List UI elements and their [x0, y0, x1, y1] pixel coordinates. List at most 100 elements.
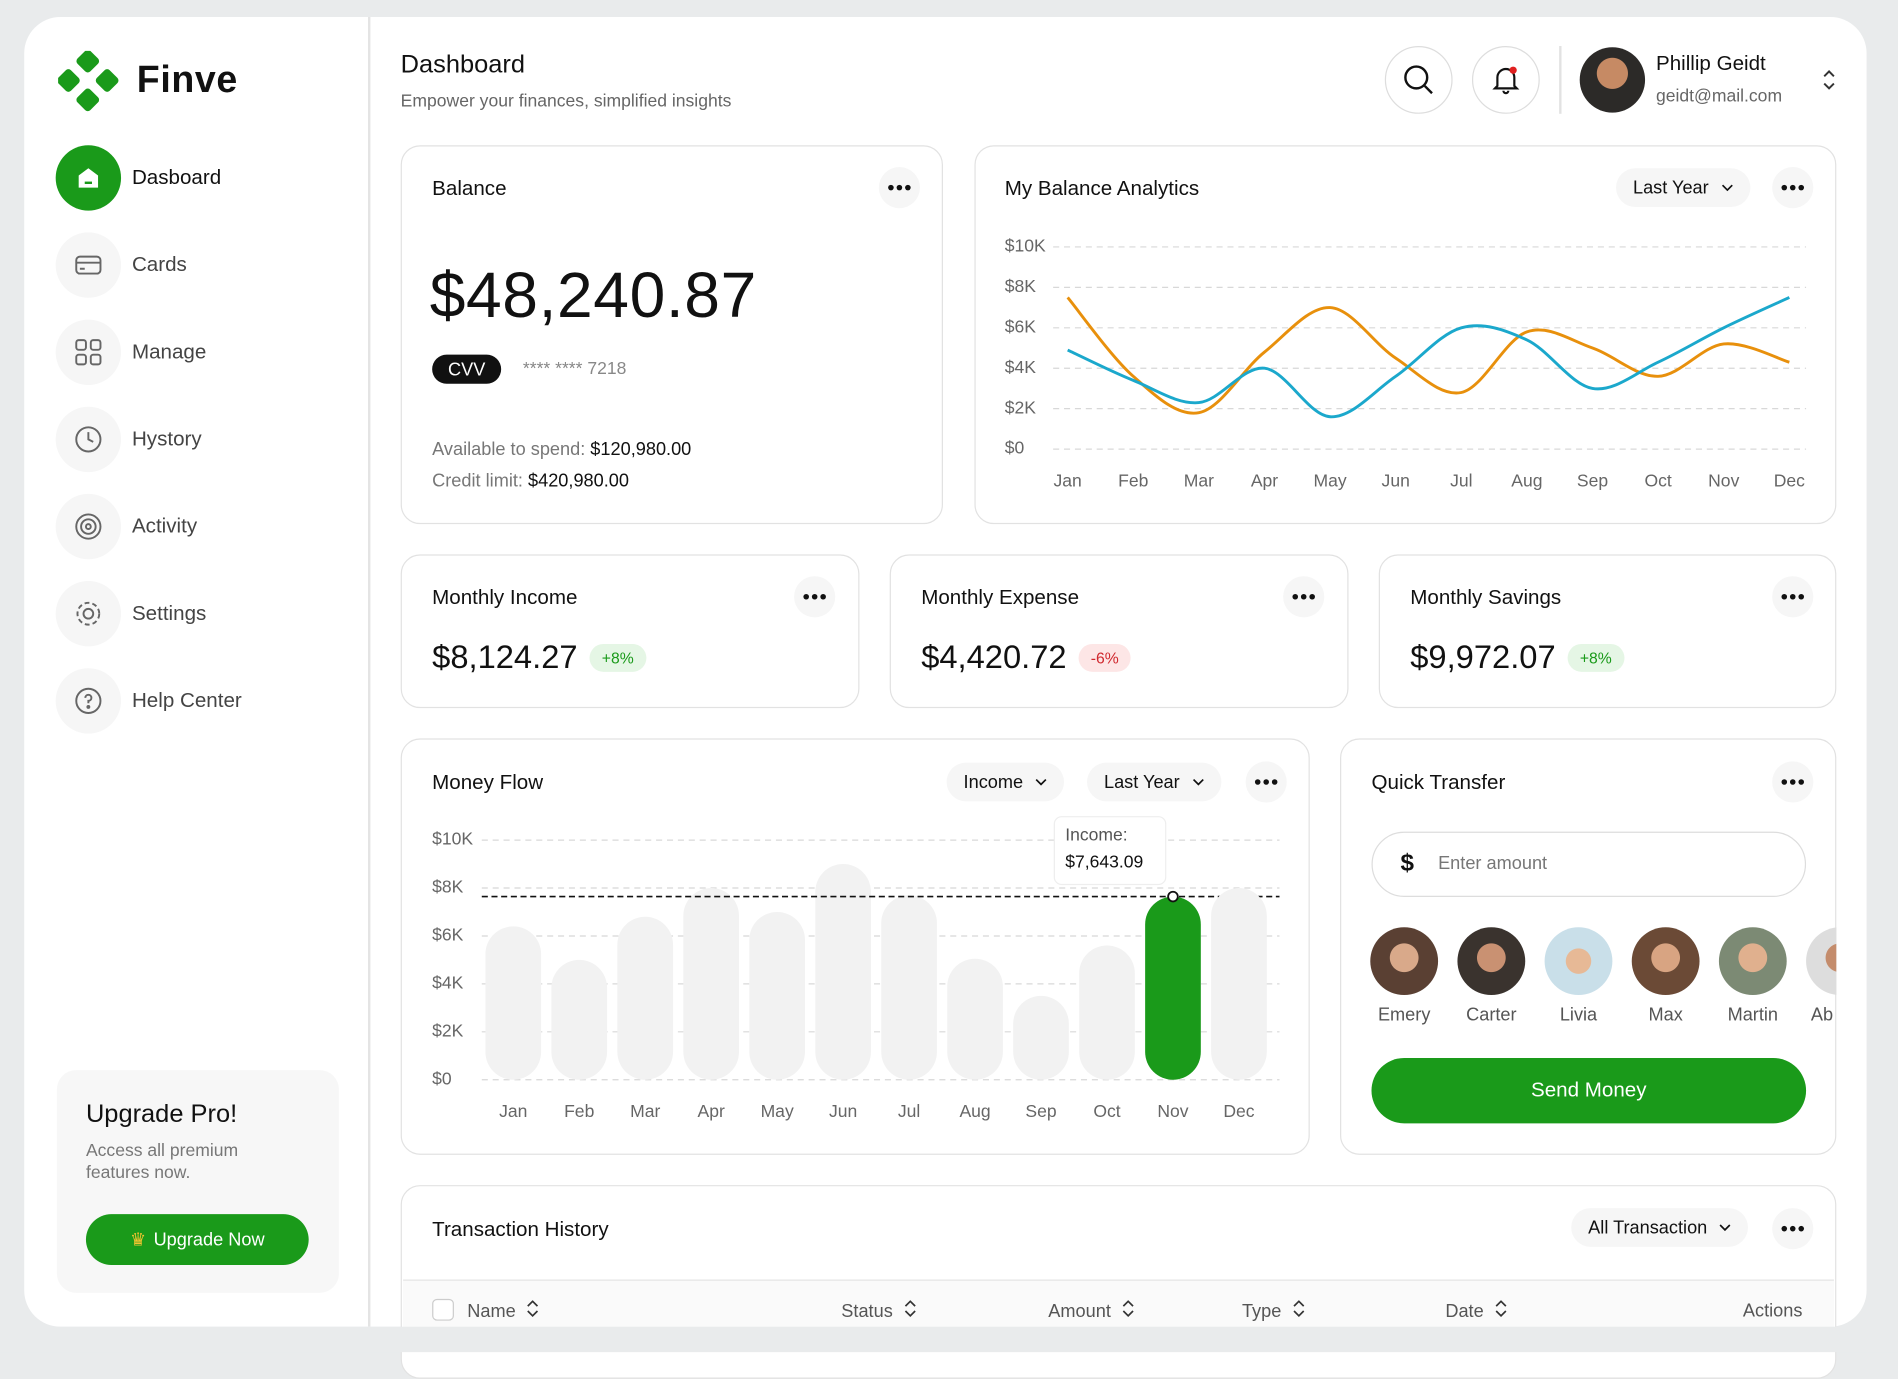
- dropdown-label: Last Year: [1103, 771, 1180, 793]
- header-divider: [1559, 45, 1561, 114]
- credit-row: Credit limit: $420,980.00: [432, 471, 629, 492]
- column-header[interactable]: Name: [467, 1300, 545, 1322]
- card-title: Money Flow: [432, 771, 544, 795]
- amount-input[interactable]: [1371, 831, 1807, 897]
- nav-icon[interactable]: [55, 406, 122, 473]
- stat-amount-row: $8,124.27 +8%: [432, 639, 646, 677]
- contact-avatar[interactable]: [1718, 927, 1787, 996]
- stat-card: [400, 554, 860, 709]
- logo-icon: [58, 50, 119, 112]
- contact-name: Max: [1648, 1004, 1683, 1026]
- contact-avatar[interactable]: [1806, 927, 1837, 996]
- contact-name: Carter: [1466, 1004, 1517, 1026]
- more-button[interactable]: [1245, 761, 1287, 803]
- more-button[interactable]: [1772, 167, 1814, 209]
- user-name[interactable]: Phillip Geidt: [1655, 52, 1766, 76]
- column-name: Name: [467, 1301, 516, 1322]
- label: Credit limit:: [432, 470, 523, 492]
- search-button[interactable]: [1384, 45, 1453, 114]
- nav-item[interactable]: Hystory: [131, 427, 202, 451]
- stat-amount-row: $9,972.07 +8%: [1410, 639, 1624, 677]
- contacts-row: Emery Carter Livia Max Martin Ab: [1340, 920, 1837, 1041]
- stat-change: -6%: [1078, 643, 1131, 672]
- column-header[interactable]: Type: [1242, 1300, 1311, 1322]
- more-button[interactable]: [1283, 576, 1325, 618]
- period-dropdown[interactable]: Last Year: [1087, 762, 1221, 802]
- cvv-pill: CVV: [432, 354, 502, 384]
- contact-name: Emery: [1377, 1004, 1431, 1026]
- column-name: Type: [1241, 1301, 1282, 1322]
- stat-amount-row: $4,420.72 -6%: [921, 639, 1131, 677]
- nav-item[interactable]: Manage: [131, 340, 207, 364]
- stat-amount: $9,972.07: [1410, 639, 1556, 676]
- contact-avatar[interactable]: [1457, 927, 1526, 996]
- column-header: Actions: [1742, 1300, 1803, 1322]
- contact-avatar[interactable]: [1631, 927, 1700, 996]
- period-dropdown[interactable]: Last Year: [1616, 168, 1750, 207]
- nav-item[interactable]: Settings: [131, 601, 207, 625]
- card-title: Quick Transfer: [1371, 771, 1506, 795]
- contact-name: Martin: [1727, 1004, 1779, 1026]
- brand[interactable]: Finve: [136, 58, 238, 101]
- button-label: Upgrade Now: [153, 1229, 265, 1250]
- contact-avatar[interactable]: [1544, 927, 1613, 996]
- nav-icon[interactable]: [55, 668, 122, 734]
- column-name: Amount: [1048, 1301, 1111, 1322]
- nav-icon[interactable]: [55, 232, 122, 298]
- stat-card: [889, 554, 1349, 709]
- nav-item[interactable]: Cards: [131, 252, 187, 276]
- more-button[interactable]: [1772, 761, 1814, 803]
- stat-amount: $8,124.27: [432, 639, 578, 676]
- stat-amount: $4,420.72: [921, 639, 1067, 676]
- column-header[interactable]: Amount: [1048, 1300, 1140, 1322]
- nav-icon[interactable]: [55, 319, 122, 385]
- upgrade-title: Upgrade Pro!: [85, 1100, 238, 1129]
- user-menu-toggle[interactable]: [1821, 68, 1838, 92]
- notification-button[interactable]: [1471, 45, 1540, 114]
- type-dropdown[interactable]: Income: [946, 762, 1065, 802]
- page-subtitle: Empower your finances, simplified insigh…: [400, 91, 732, 112]
- dropdown-label: All Transaction: [1588, 1217, 1708, 1238]
- card-title: Balance: [432, 176, 507, 200]
- sidebar-divider: [367, 16, 370, 1327]
- dropdown-label: Last Year: [1632, 177, 1709, 198]
- contact-avatar[interactable]: [1370, 927, 1439, 996]
- nav-icon[interactable]: [55, 493, 122, 560]
- label: Available to spend:: [432, 439, 586, 460]
- upgrade-button[interactable]: ♛ Upgrade Now: [85, 1214, 309, 1265]
- stat-change: +8%: [1567, 643, 1624, 672]
- nav-item[interactable]: Help Center: [131, 688, 242, 712]
- balance-card: [400, 145, 943, 525]
- select-all-checkbox[interactable]: [432, 1298, 454, 1321]
- card-number: **** **** 7218: [522, 359, 627, 379]
- balance-amount: $48,240.87: [429, 260, 757, 332]
- page-title: Dashboard: [400, 50, 526, 79]
- nav-item[interactable]: Activity: [131, 514, 198, 538]
- transaction-filter[interactable]: All Transaction: [1571, 1208, 1749, 1247]
- user-avatar[interactable]: [1579, 47, 1646, 113]
- card-title: Transaction History: [432, 1217, 609, 1241]
- user-email: geidt@mail.com: [1655, 87, 1783, 107]
- stat-card: [1378, 554, 1837, 709]
- dropdown-label: Income: [963, 771, 1024, 793]
- backdrop: [0, 1326, 1898, 1353]
- more-button[interactable]: [1772, 1208, 1814, 1250]
- send-money-button[interactable]: Send Money: [1371, 1057, 1807, 1124]
- more-button[interactable]: [1772, 576, 1814, 618]
- more-button[interactable]: [794, 576, 836, 618]
- available-row: Available to spend: $120,980.00: [432, 439, 691, 460]
- more-button[interactable]: [878, 167, 920, 209]
- stat-title: Monthly Expense: [921, 585, 1080, 609]
- contact-name: Livia: [1559, 1004, 1598, 1026]
- value: $420,980.00: [528, 470, 629, 492]
- card-title: My Balance Analytics: [1004, 176, 1200, 200]
- nav-icon[interactable]: [55, 581, 122, 647]
- nav-item[interactable]: Dasboard: [131, 165, 222, 189]
- nav-icon[interactable]: [55, 145, 122, 211]
- value: $120,980.00: [590, 439, 692, 460]
- column-header[interactable]: Date: [1445, 1300, 1513, 1322]
- stat-title: Monthly Savings: [1410, 585, 1562, 609]
- column-header[interactable]: Status: [841, 1300, 922, 1322]
- stat-change: +8%: [589, 643, 646, 672]
